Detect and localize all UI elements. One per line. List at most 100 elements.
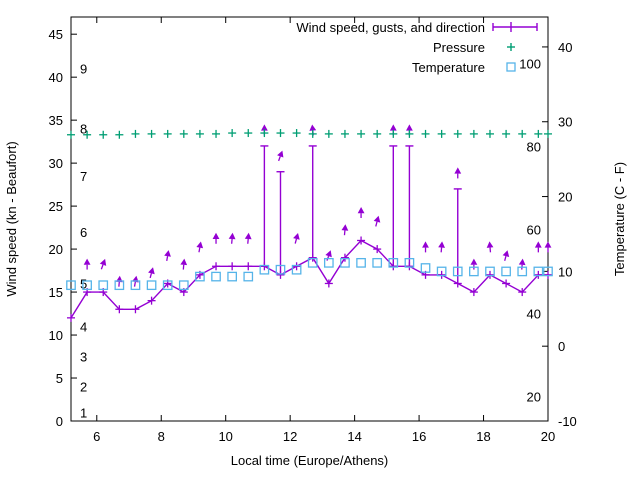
temperature-marker xyxy=(517,266,528,277)
temperature-marker xyxy=(66,280,76,291)
legend-swatch-temperature xyxy=(506,62,516,72)
y-right-fahrenheit-label: 60 xyxy=(527,222,541,237)
x-tick-label: 14 xyxy=(347,429,361,444)
temperature-marker xyxy=(227,271,237,282)
y-left-tick-label: 40 xyxy=(49,70,63,85)
y-right-fahrenheit-label: 20 xyxy=(527,389,541,404)
arrow-stem xyxy=(198,247,201,253)
arrow-head xyxy=(261,124,268,131)
arrow-head xyxy=(341,224,349,231)
y-left-beaufort-label: 2 xyxy=(80,380,87,395)
y-left-tick-label: 45 xyxy=(49,27,63,42)
arrow-head xyxy=(518,258,526,266)
y-left-tick-label: 20 xyxy=(49,242,63,257)
arrow-head xyxy=(164,250,171,257)
arrow-head xyxy=(534,241,542,248)
temperature-marker xyxy=(543,266,553,277)
y-right-axis-label: Temperature (C - F) xyxy=(612,162,627,276)
temperature-marker xyxy=(388,257,399,268)
temperature-marker xyxy=(356,257,366,268)
y-left-tick-label: 25 xyxy=(49,199,63,214)
arrow-head xyxy=(196,241,204,249)
arrow-stem xyxy=(278,156,281,162)
arrow-stem xyxy=(294,238,298,244)
temperature-marker xyxy=(291,264,302,275)
temperature-marker xyxy=(82,280,92,291)
legend: Wind speed, gusts, and direction Pressure… xyxy=(296,20,538,75)
y-left-tick-label: 35 xyxy=(49,113,63,128)
temperature-marker xyxy=(307,257,318,268)
arrow-head xyxy=(293,233,300,240)
temperature-marker xyxy=(162,280,173,291)
temperature-marker xyxy=(501,266,511,277)
legend-label: Wind speed, gusts, and direction xyxy=(296,20,485,35)
y-right-fahrenheit-label: 100 xyxy=(519,56,541,71)
y-right-tick-label: 0 xyxy=(558,339,565,354)
temperature-marker xyxy=(178,280,189,291)
y-left-axis-label: Wind speed (kn - Beaufort) xyxy=(4,141,19,296)
arrow-stem xyxy=(375,221,378,227)
temperature-marker xyxy=(323,257,334,268)
arrow-stem xyxy=(133,281,136,287)
arrow-head xyxy=(389,124,397,131)
temperature-marker xyxy=(533,266,544,277)
y-left-beaufort-label: 9 xyxy=(80,62,87,77)
temperature-marker xyxy=(98,280,109,291)
arrow-head xyxy=(454,167,462,174)
y-right-tick-label: 30 xyxy=(558,115,572,130)
temperature-marker xyxy=(372,257,383,268)
x-tick-label: 6 xyxy=(93,429,100,444)
arrow-stem xyxy=(504,255,507,261)
y-left-beaufort-label: 1 xyxy=(80,405,87,420)
y-right-fahrenheit-label: 80 xyxy=(527,139,541,154)
y-left-beaufort-label: 3 xyxy=(80,350,87,365)
temperature-marker xyxy=(340,257,350,268)
x-tick-label: 12 xyxy=(283,429,297,444)
wind-speed-markers xyxy=(67,236,552,322)
temperature-marker xyxy=(243,271,254,282)
y-left-beaufort-label: 7 xyxy=(80,169,87,184)
y-right-tick-label: 40 xyxy=(558,40,572,55)
x-tick-label: 10 xyxy=(218,429,232,444)
arrow-head xyxy=(309,124,317,131)
temperature-marker xyxy=(452,266,463,277)
legend-label: Pressure xyxy=(433,40,485,55)
temperature-marker xyxy=(259,264,270,275)
arrow-head xyxy=(486,241,494,248)
x-tick-label: 20 xyxy=(541,429,555,444)
temperature-marker xyxy=(469,266,479,277)
y-left-tick-label: 15 xyxy=(49,285,63,300)
arrow-head xyxy=(422,241,429,248)
y-left-beaufort-label: 5 xyxy=(80,276,87,291)
y-left-beaufort-label: 4 xyxy=(80,319,87,334)
temperature-marker xyxy=(146,280,157,291)
plot-border xyxy=(70,16,549,422)
arrow-head xyxy=(228,232,236,240)
arrow-head xyxy=(406,124,413,131)
arrow-head xyxy=(470,258,478,265)
y-right-fahrenheit-label: 40 xyxy=(527,306,541,321)
arrow-head xyxy=(373,215,381,223)
wind-direction-arrows xyxy=(83,124,552,287)
temperature-marker xyxy=(275,264,286,275)
arrow-head xyxy=(244,232,252,240)
x-axis-label: Local time (Europe/Athens) xyxy=(231,453,389,468)
arrow-head xyxy=(502,250,510,257)
arrow-head xyxy=(325,250,332,258)
y-left-tick-label: 30 xyxy=(49,156,63,171)
arrow-head xyxy=(148,267,155,275)
y-right-tick-label: 20 xyxy=(558,190,572,205)
temperature-marker xyxy=(485,266,495,277)
x-tick-label: 16 xyxy=(412,429,426,444)
temperature-marker xyxy=(420,263,431,273)
y-right-tick-label: 10 xyxy=(558,264,572,279)
y-left-tick-label: 10 xyxy=(49,328,63,343)
arrow-head xyxy=(544,241,552,248)
arrow-head xyxy=(83,258,91,265)
legend-label: Temperature xyxy=(412,60,485,75)
temperature-marker xyxy=(211,271,221,282)
arrow-head xyxy=(99,258,107,266)
arrow-head xyxy=(438,241,445,248)
